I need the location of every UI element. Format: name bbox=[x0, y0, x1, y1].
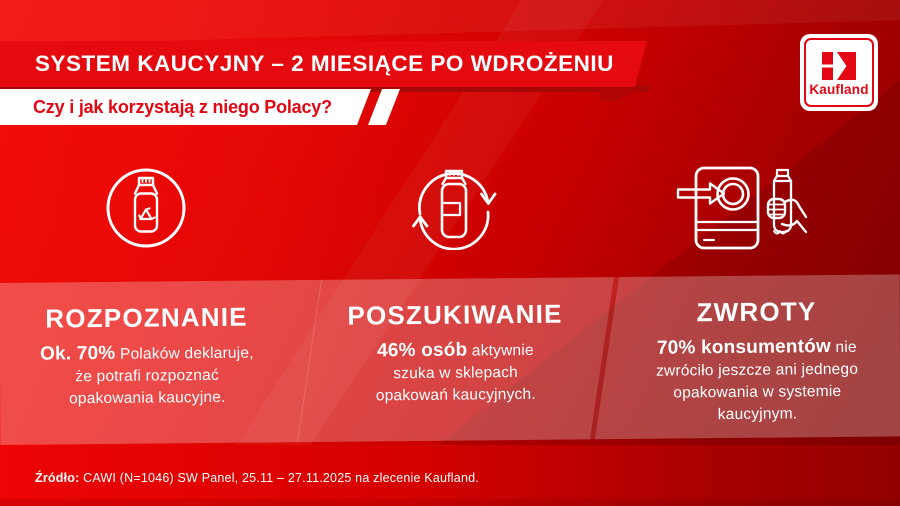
panel-zwroty: ZWROTY 70% konsumentów nie zwróciło jesz… bbox=[594, 273, 900, 440]
panel-rozpoznanie: ROZPOZNANIE Ok. 70% Polaków deklaruje, ż… bbox=[0, 279, 323, 446]
kaufland-logo: Kaufland bbox=[800, 34, 878, 111]
bottle-recycle-icon bbox=[104, 166, 188, 250]
page-title: SYSTEM KAUCYJNY – 2 MIESIĄCE PO WDROŻENI… bbox=[35, 51, 614, 76]
panel-title: ZWROTY bbox=[696, 296, 817, 328]
panel-text: 70% konsumentów nie zwróciło jeszcze ani… bbox=[632, 336, 883, 427]
source-label: Źródło: bbox=[35, 471, 80, 485]
panel-highlight: Ok. 70% bbox=[40, 342, 116, 365]
panel-title: ROZPOZNANIE bbox=[45, 301, 248, 334]
banner-seam bbox=[0, 85, 650, 92]
panel-content: POSZUKIWANIE 46% osób aktywnie szuka w s… bbox=[308, 277, 603, 442]
kaufland-logo-frame: Kaufland bbox=[804, 38, 874, 107]
return-machine-icon bbox=[676, 162, 808, 254]
footer-strip bbox=[0, 445, 900, 506]
panel-highlight: 46% osób bbox=[376, 339, 468, 362]
stats-band: ROZPOZNANIE Ok. 70% Polaków deklaruje, ż… bbox=[0, 273, 900, 446]
kaufland-k-icon bbox=[822, 51, 856, 80]
title-banner: SYSTEM KAUCYJNY – 2 MIESIĄCE PO WDROŻENI… bbox=[0, 41, 647, 87]
kaufland-logo-text: Kaufland bbox=[809, 81, 869, 97]
bottle-circulation-icon bbox=[406, 164, 502, 250]
panel-content: ROZPOZNANIE Ok. 70% Polaków deklaruje, ż… bbox=[0, 280, 311, 445]
panel-text: Ok. 70% Polaków deklaruje, że potrafi ro… bbox=[34, 342, 260, 411]
source-text: CAWI (N=1046) SW Panel, 25.11 – 27.11.20… bbox=[79, 471, 479, 485]
source-note: Źródło: CAWI (N=1046) SW Panel, 25.11 – … bbox=[35, 471, 479, 485]
panel-poszukiwanie: POSZUKIWANIE 46% osób aktywnie szuka w s… bbox=[296, 277, 615, 443]
panel-highlight: 70% konsumentów bbox=[656, 336, 832, 359]
page-subtitle: Czy i jak korzystają z niego Polacy? bbox=[33, 96, 332, 117]
panel-text: 46% osób aktywnie szuka w sklepach opako… bbox=[358, 339, 554, 408]
panel-title: POSZUKIWANIE bbox=[347, 298, 563, 331]
panel-content: ZWROTY 70% konsumentów nie zwróciło jesz… bbox=[606, 274, 900, 439]
subtitle-banner: Czy i jak korzystają z niego Polacy? bbox=[0, 89, 371, 125]
